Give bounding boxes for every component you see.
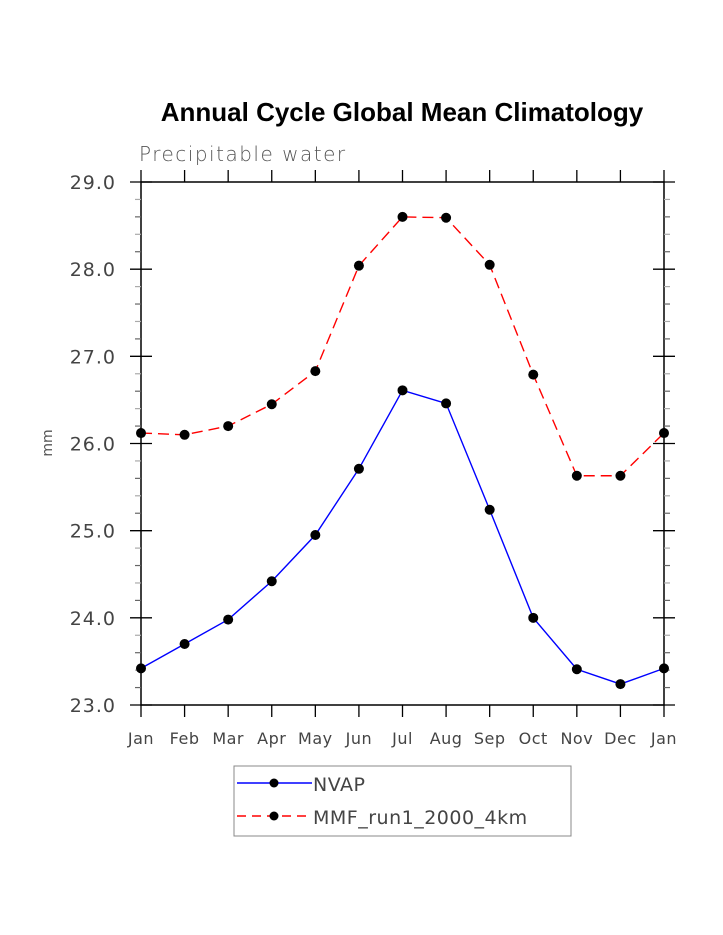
x-tick-label: Jun xyxy=(345,729,373,748)
series-line xyxy=(140,389,665,685)
y-axis-label: mm xyxy=(40,429,56,456)
y-tick-label: 27.0 xyxy=(70,346,116,368)
data-point xyxy=(484,259,495,270)
x-tick-label: Mar xyxy=(212,729,244,748)
data-point xyxy=(528,612,539,623)
chart-subtitle: Precipitable water xyxy=(139,142,347,166)
data-point xyxy=(223,614,234,625)
y-tick-label: 23.0 xyxy=(70,695,116,717)
legend-label: NVAP xyxy=(313,774,365,796)
chart-title: Annual Cycle Global Mean Climatology xyxy=(161,97,644,127)
y-tick-label: 28.0 xyxy=(70,259,116,281)
data-point xyxy=(397,211,408,222)
data-point xyxy=(397,385,408,396)
y-axis-ticks: 23.0 24.0 25.0 26.0 27.0 28.0 29.0 xyxy=(70,172,675,717)
data-point xyxy=(136,428,146,439)
data-point xyxy=(179,429,190,440)
data-point xyxy=(571,664,582,675)
x-tick-label: Jan xyxy=(650,729,677,748)
x-tick-label: Feb xyxy=(170,729,200,748)
legend-marker xyxy=(269,778,279,788)
data-point xyxy=(441,398,452,409)
data-point xyxy=(353,463,364,474)
x-tick-label: Apr xyxy=(257,729,286,748)
data-point xyxy=(615,679,626,690)
y-tick-label: 25.0 xyxy=(70,521,116,543)
x-tick-label: Dec xyxy=(604,729,636,748)
data-point xyxy=(484,504,495,515)
x-tick-label: Jul xyxy=(391,729,413,748)
series-mmf-run1-2000-4km xyxy=(136,211,669,481)
plot-border xyxy=(140,181,665,706)
data-point xyxy=(136,663,146,674)
series-nvap xyxy=(136,385,669,690)
y-tick-label: 29.0 xyxy=(70,172,116,194)
x-tick-label: Sep xyxy=(474,729,506,748)
data-point xyxy=(266,576,277,587)
legend-box xyxy=(233,765,572,837)
data-point xyxy=(571,470,582,481)
series-layer xyxy=(136,211,669,690)
data-point xyxy=(441,212,452,223)
legend-marker xyxy=(269,811,279,821)
x-tick-label: Jan xyxy=(127,729,154,748)
x-tick-label: Nov xyxy=(560,729,593,748)
data-point xyxy=(179,638,190,649)
data-point xyxy=(266,399,277,410)
legend: NVAP MMF_run1_2000_4km xyxy=(233,765,572,837)
plot-frame xyxy=(140,181,665,706)
x-axis-ticks: Jan Feb Mar Apr May Jun Jul Aug Sep Oct Nov Dec Jan xyxy=(127,170,677,748)
data-point xyxy=(659,428,669,439)
data-point xyxy=(223,421,234,432)
x-tick-label: May xyxy=(298,729,333,748)
data-point xyxy=(528,369,539,380)
legend-label: MMF_run1_2000_4km xyxy=(313,807,528,829)
y-tick-label: 24.0 xyxy=(70,608,116,630)
data-point xyxy=(353,260,364,271)
data-point xyxy=(310,530,321,541)
x-tick-label: Oct xyxy=(519,729,548,748)
data-point xyxy=(310,366,321,377)
series-line xyxy=(140,216,665,477)
data-point xyxy=(659,663,669,674)
y-tick-label: 26.0 xyxy=(70,434,116,456)
data-point xyxy=(615,470,626,481)
x-tick-label: Aug xyxy=(430,729,463,748)
